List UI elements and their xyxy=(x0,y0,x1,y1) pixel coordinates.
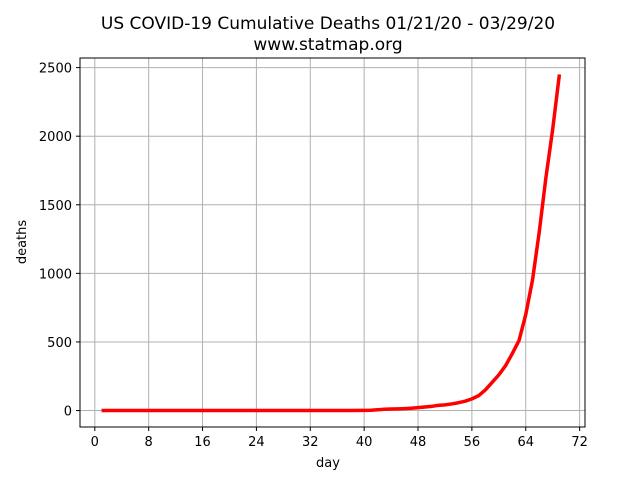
ticks: 0 8 16 24 32 40 48 56 64 72 0 500 1000 1500 2000 2500 xyxy=(39,62,588,450)
x-tick-label-9: 72 xyxy=(571,435,588,450)
y-tick-label-3: 1500 xyxy=(39,199,72,214)
x-tick-label-7: 56 xyxy=(464,435,481,450)
y-tick-label-0: 0 xyxy=(64,405,72,420)
y-tick-label-5: 2500 xyxy=(39,62,72,77)
y-tick-label-2: 1000 xyxy=(39,267,72,282)
series-line-0 xyxy=(101,74,562,413)
x-tick-label-4: 32 xyxy=(302,435,319,450)
x-tick-label-3: 24 xyxy=(248,435,265,450)
x-tick-label-2: 16 xyxy=(194,435,211,450)
chart-subtitle: www.statmap.org xyxy=(253,35,402,55)
y-axis-label: deaths xyxy=(15,220,30,265)
x-tick-label-8: 64 xyxy=(517,435,534,450)
x-tick-label-0: 0 xyxy=(91,435,99,450)
plot-frame xyxy=(79,57,586,428)
chart-title: US COVID-19 Cumulative Deaths 01/21/20 -… xyxy=(101,14,555,34)
x-tick-label-1: 8 xyxy=(145,435,153,450)
x-tick-label-5: 40 xyxy=(356,435,373,450)
y-tick-label-1: 500 xyxy=(47,336,72,351)
x-axis-label: day xyxy=(316,456,340,471)
x-tick-label-6: 48 xyxy=(410,435,427,450)
y-tick-label-4: 2000 xyxy=(39,130,72,145)
series-layer xyxy=(101,74,562,413)
